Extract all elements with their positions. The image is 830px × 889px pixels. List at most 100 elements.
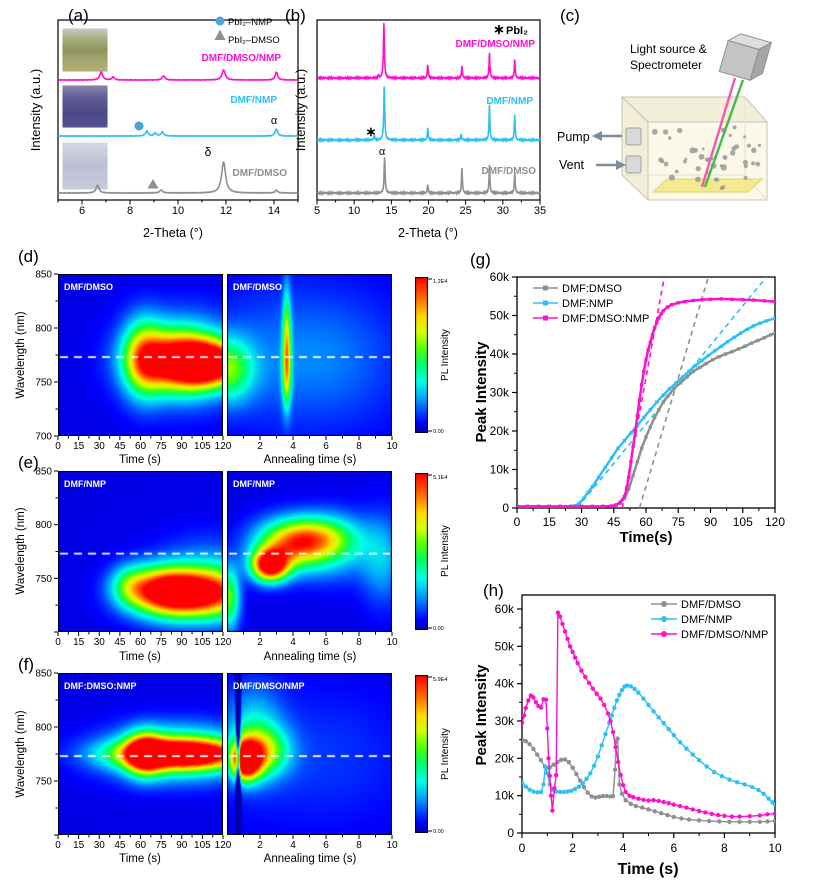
heatmap-f-annealing <box>227 673 392 835</box>
panel-g-xtick: 0 <box>514 515 521 529</box>
annotation-alpha-b: α <box>379 146 386 158</box>
panel-d-left-xtick: 105 <box>194 441 211 452</box>
curve-label-dmf-dmso-a: DMF/DMSO <box>233 168 288 179</box>
panel-d-ytick: 750 <box>35 378 52 389</box>
panel-g-ytick: 0 <box>502 501 509 515</box>
colorbar-d-min-label: 0.00 <box>433 429 444 435</box>
panel-g-ytick: 20k <box>490 424 510 438</box>
panel-b-xtick: 10 <box>348 205 360 217</box>
gas-dot-icon <box>721 185 726 190</box>
panel-h-ytick: 20k <box>495 751 515 765</box>
gas-dot-icon <box>746 143 752 148</box>
panel-g-legend-dmf-nmp: DMF:NMP <box>562 298 613 310</box>
excitation-beam-icon <box>700 77 737 188</box>
panel-f-left-xtick: 120 <box>215 840 232 851</box>
panel-f-left-xtick: 75 <box>156 840 168 851</box>
panel-f-left-xtick: 90 <box>176 840 188 851</box>
curve-g-cyan <box>517 317 775 508</box>
panel-f-left-xtick: 45 <box>114 840 126 851</box>
legend-marker-icon <box>661 631 667 637</box>
panel-h-ytick: 50k <box>495 639 515 653</box>
gas-dot-icon <box>730 150 736 156</box>
panel-f-left-xaxis-title: Time (s) <box>119 853 161 865</box>
panel-g-ytick: 60k <box>490 270 510 284</box>
panel-d-left-xtick: 75 <box>156 441 168 452</box>
gas-dot-icon <box>705 171 709 174</box>
panel-d-right-xtick: 8 <box>356 441 362 452</box>
heatmap-d-spinning <box>58 274 223 436</box>
gas-dot-icon <box>713 155 717 159</box>
panel-d-right-xaxis-title: Annealing time (s) <box>264 454 357 466</box>
tangent-magenta <box>621 277 666 508</box>
panel-g-ytick: 30k <box>490 386 510 400</box>
panel-h-ytick: 40k <box>495 677 515 691</box>
panel-a-xtick: 10 <box>172 205 184 217</box>
curve-label-dmf-dmso-b: DMF/DMSO <box>482 166 537 177</box>
panel-h-xtick: 4 <box>620 841 627 855</box>
gas-dot-icon <box>710 162 717 169</box>
panel-f-ytick: 800 <box>35 723 52 734</box>
panel-e-right-xaxis-title: Annealing time (s) <box>264 651 357 663</box>
colorbar-d-max-label: 1.2E4 <box>433 279 447 285</box>
chamber-front-face <box>647 121 768 201</box>
panel-b-xtick: 25 <box>460 205 472 217</box>
panel-b-xtick: 35 <box>534 205 546 217</box>
panel-d-ytick: 800 <box>35 324 52 335</box>
gas-dot-icon <box>719 185 724 191</box>
colorbar-f-max-label: 5.9E4 <box>433 677 447 683</box>
panel-g-label: (g) <box>470 250 491 269</box>
panel-g-legend-dmf-dmso: DMF:DMSO <box>562 283 622 295</box>
panel-a-xaxis-title: 2-Theta (°) <box>143 226 203 240</box>
panel-h-xtick: 0 <box>519 841 526 855</box>
panel-h-xtick: 8 <box>721 841 728 855</box>
gas-dot-icon <box>705 157 711 163</box>
panel-a-legend-pbi2-dmso: PbI₂–DMSO <box>228 35 280 46</box>
chamber-left-face <box>621 95 649 202</box>
gas-dot-icon <box>698 153 705 160</box>
gas-dot-icon <box>651 128 658 135</box>
panel-e-left-xaxis-title: Time (s) <box>119 651 161 663</box>
gas-dot-icon <box>751 147 757 153</box>
panel-d-right-xtick: 10 <box>386 441 398 452</box>
panel-a-yaxis-title: Intensity (a.u.) <box>28 69 43 151</box>
panel-b-frame <box>316 19 541 201</box>
panel-g-xtick: 90 <box>704 515 718 529</box>
panel-f-left-xtick: 15 <box>73 840 85 851</box>
gas-dot-icon <box>658 157 664 163</box>
panel-g-frame <box>516 276 776 509</box>
gas-dot-icon <box>728 133 732 137</box>
gas-dot-icon <box>734 144 740 150</box>
panel-d-ytick: 700 <box>35 432 52 443</box>
panel-b-xtick: 20 <box>422 205 434 217</box>
panel-h-ytick: 10k <box>495 789 515 803</box>
panel-h-ytick: 30k <box>495 714 515 728</box>
panel-g-xaxis-title: Time(s) <box>619 529 672 546</box>
gas-dot-icon <box>695 166 701 172</box>
colorbar-f <box>415 675 428 833</box>
light-source-label-line1: Light source & <box>630 42 707 56</box>
panel-h-xtick: 10 <box>768 841 782 855</box>
panel-g-legend-dmf-dmso-nmp: DMF:DMSO:NMP <box>562 313 649 325</box>
panel-f-label: (f) <box>18 655 34 674</box>
pbi2-dmso-marker-icon <box>147 179 159 189</box>
panel-e-right-xtick: 8 <box>356 637 362 648</box>
panel-d-left-xaxis-title: Time (s) <box>119 454 161 466</box>
gas-dot-icon <box>720 127 726 132</box>
panel-g-xtick: 45 <box>607 515 621 529</box>
panel-a-xtick: 6 <box>79 205 85 217</box>
panel-d-yaxis-title: Wavelength (nm) <box>15 311 27 398</box>
panel-f-ytick: 750 <box>35 777 52 788</box>
xrd-curve-a-cyan <box>57 128 299 138</box>
panel-e-left-xtick: 120 <box>215 637 232 648</box>
panel-f-right-xtick: 8 <box>356 840 362 851</box>
tangent-gray <box>638 277 710 508</box>
heatmap-d-annealing <box>227 274 392 436</box>
colorbar-e-title: PL Intensity <box>440 525 451 577</box>
curve-label-dmf-dmso-nmp-a: DMF/DMSO/NMP <box>202 53 282 64</box>
panel-b-xtick: 15 <box>385 205 397 217</box>
panel-e-ytick: 850 <box>35 467 52 478</box>
curve-g-gray <box>517 332 775 508</box>
colorbar-e-min-label: 0.00 <box>433 626 444 632</box>
xrd-curve-b-gray <box>316 157 541 197</box>
